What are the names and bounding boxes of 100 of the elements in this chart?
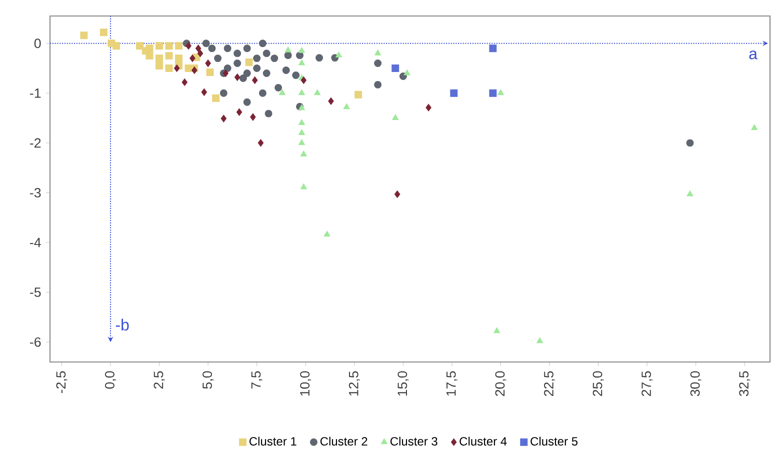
point: [205, 60, 211, 68]
point: [250, 113, 256, 121]
point: [239, 74, 247, 82]
point: [374, 60, 382, 68]
point: [175, 54, 183, 62]
point: [284, 46, 292, 52]
point: [450, 89, 458, 97]
point: [343, 103, 350, 110]
point: [324, 230, 330, 237]
point: [686, 139, 694, 147]
point: [274, 84, 282, 92]
point: [112, 42, 120, 50]
point: [224, 44, 232, 52]
point: [182, 78, 188, 86]
point: [489, 89, 497, 97]
x-tick-label: 22,5: [544, 371, 556, 396]
x-tick-label: 32,5: [739, 371, 750, 396]
point: [236, 108, 242, 116]
x-tick-label: 2,5: [154, 371, 165, 389]
point: [186, 42, 192, 50]
point: [316, 54, 324, 62]
point: [336, 52, 342, 58]
point: [264, 110, 272, 118]
point: [222, 70, 228, 77]
point: [156, 62, 164, 70]
point: [298, 129, 305, 135]
point: [300, 184, 307, 190]
point: [536, 337, 544, 344]
point: [165, 64, 173, 72]
point: [234, 50, 242, 58]
point: [156, 42, 164, 50]
legend-label: Cluster 5: [530, 436, 578, 446]
point: [243, 98, 251, 106]
point: [206, 68, 214, 76]
point: [224, 64, 232, 72]
point: [284, 52, 292, 60]
x-tick-label: 5,0: [202, 371, 214, 389]
point: [195, 44, 202, 52]
point: [298, 47, 305, 53]
y-tick-label: -1: [30, 88, 41, 98]
legend-label: Cluster 3: [390, 436, 438, 446]
point: [282, 66, 290, 74]
point: [489, 44, 497, 52]
point: [392, 114, 399, 120]
point: [374, 50, 382, 56]
point: [253, 54, 261, 62]
legend-label: Cluster 2: [320, 436, 368, 446]
point: [214, 54, 222, 62]
point: [220, 89, 228, 97]
point: [751, 124, 758, 130]
y-tick-label: -3: [30, 188, 41, 198]
point: [292, 71, 300, 79]
point: [296, 52, 304, 60]
y-tick-label: -5: [30, 288, 41, 297]
point: [494, 327, 500, 334]
point: [202, 40, 210, 48]
x-tick-label: 25,0: [592, 371, 604, 396]
point: [201, 88, 208, 96]
point: [234, 73, 240, 81]
point: [156, 54, 164, 62]
point: [220, 114, 227, 122]
point: [174, 64, 180, 72]
point: [165, 42, 173, 50]
y-tick-label: -2: [30, 138, 41, 148]
x-tick-label: 10,0: [300, 371, 312, 396]
point: [298, 60, 305, 66]
y-tick-label: -4: [30, 238, 41, 248]
legend-label: Cluster 4: [460, 436, 507, 446]
point: [404, 70, 410, 76]
point: [300, 150, 307, 156]
point: [253, 64, 261, 72]
point: [243, 70, 251, 77]
x-tick-label: 0,0: [104, 371, 116, 389]
point: [298, 89, 305, 96]
point: [258, 40, 266, 48]
point: [197, 50, 204, 58]
point: [243, 44, 251, 52]
point: [245, 58, 253, 66]
point: [146, 52, 154, 60]
point: [190, 54, 196, 62]
x-tick-label: 7,5: [251, 371, 262, 389]
point: [208, 44, 216, 52]
point: [314, 89, 321, 96]
x-tick-label: 30,0: [690, 371, 702, 396]
point: [258, 89, 266, 97]
point: [426, 104, 432, 112]
point: [262, 50, 270, 58]
point: [298, 119, 305, 126]
y-tick-label: 0: [34, 38, 41, 48]
point: [278, 89, 286, 96]
point: [354, 90, 362, 98]
point: [100, 28, 108, 36]
point: [212, 94, 220, 102]
point: [300, 76, 307, 84]
point: [392, 64, 400, 72]
point: [258, 139, 264, 147]
legend-label: Cluster 1: [249, 436, 296, 446]
x-tick-label: 27,5: [642, 371, 653, 396]
point: [262, 70, 270, 77]
y-tick-label: -6: [30, 337, 41, 347]
